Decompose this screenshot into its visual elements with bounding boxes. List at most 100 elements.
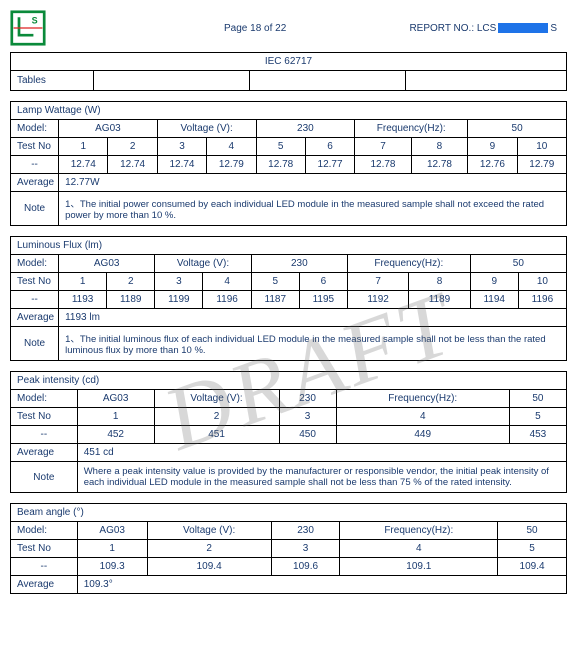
note-label: Note (11, 462, 78, 493)
test-col: 10 (517, 138, 566, 156)
flux-title: Luminous Flux (lm) (11, 237, 567, 255)
testno-label: Test No (11, 408, 78, 426)
voltage-label: Voltage (V): (154, 390, 279, 408)
beam-table: Beam angle (°) Model: AG03 Voltage (V): … (10, 503, 567, 594)
note-label: Note (11, 327, 59, 361)
test-col: 1 (77, 540, 147, 558)
freq-value: 50 (470, 255, 566, 273)
testno-label: Test No (11, 540, 78, 558)
val: 453 (509, 426, 566, 444)
row-label: -- (11, 426, 78, 444)
test-col: 10 (518, 273, 566, 291)
wattage-title: Lamp Wattage (W) (11, 102, 567, 120)
test-col: 5 (498, 540, 567, 558)
row-label: -- (11, 291, 59, 309)
val: 109.6 (271, 558, 340, 576)
avg-value: 451 cd (77, 444, 566, 462)
freq-label: Frequency(Hz): (340, 522, 498, 540)
avg-value: 12.77W (59, 174, 567, 192)
val: 1196 (518, 291, 566, 309)
avg-label: Average (11, 444, 78, 462)
test-col: 7 (347, 273, 408, 291)
val: 1189 (107, 291, 155, 309)
val: 12.79 (517, 156, 566, 174)
test-col: 8 (411, 138, 467, 156)
report-label: REPORT NO.: LCS (409, 23, 496, 34)
test-col: 2 (108, 138, 157, 156)
empty-cell (250, 71, 406, 91)
test-col: 5 (256, 138, 305, 156)
freq-value: 50 (509, 390, 566, 408)
peak-table: Peak intensity (cd) Model: AG03 Voltage … (10, 371, 567, 493)
tables-label: Tables (11, 71, 94, 91)
test-col: 4 (340, 540, 498, 558)
model-label: Model: (11, 120, 59, 138)
voltage-value: 230 (256, 120, 355, 138)
report-suffix: S (550, 23, 557, 34)
val: 12.78 (256, 156, 305, 174)
test-col: 5 (251, 273, 299, 291)
test-col: 6 (299, 273, 347, 291)
test-col: 3 (157, 138, 206, 156)
page-number: Page 18 of 22 (224, 23, 286, 34)
test-col: 3 (279, 408, 336, 426)
voltage-value: 230 (271, 522, 340, 540)
model-value: AG03 (77, 390, 154, 408)
val: 1196 (203, 291, 251, 309)
freq-label: Frequency(Hz): (336, 390, 509, 408)
val: 12.79 (207, 156, 256, 174)
val: 12.78 (411, 156, 467, 174)
voltage-label: Voltage (V): (147, 522, 271, 540)
testno-label: Test No (11, 138, 59, 156)
test-col: 4 (336, 408, 509, 426)
val: 12.77 (305, 156, 354, 174)
freq-label: Frequency(Hz): (347, 255, 470, 273)
model-label: Model: (11, 255, 59, 273)
freq-value: 50 (468, 120, 567, 138)
test-col: 2 (154, 408, 279, 426)
model-value: AG03 (77, 522, 147, 540)
val: 12.74 (108, 156, 157, 174)
val: 1189 (409, 291, 470, 309)
avg-label: Average (11, 576, 78, 594)
note-text: Where a peak intensity value is provided… (77, 462, 566, 493)
val: 1187 (251, 291, 299, 309)
test-col: 3 (271, 540, 340, 558)
test-col: 1 (77, 408, 154, 426)
voltage-label: Voltage (V): (157, 120, 256, 138)
val: 449 (336, 426, 509, 444)
svg-text:S: S (32, 16, 38, 26)
row-label: -- (11, 558, 78, 576)
test-col: 3 (155, 273, 203, 291)
peak-title: Peak intensity (cd) (11, 372, 567, 390)
voltage-value: 230 (251, 255, 347, 273)
beam-title: Beam angle (°) (11, 504, 567, 522)
test-col: 2 (107, 273, 155, 291)
test-col: 7 (355, 138, 411, 156)
test-col: 9 (470, 273, 518, 291)
val: 451 (154, 426, 279, 444)
model-label: Model: (11, 390, 78, 408)
avg-value: 109.3° (77, 576, 566, 594)
test-col: 4 (207, 138, 256, 156)
test-col: 5 (509, 408, 566, 426)
note-text: 1、The initial luminous flux of each indi… (59, 327, 567, 361)
flux-table: Luminous Flux (lm) Model: AG03 Voltage (… (10, 236, 567, 361)
val: 109.4 (147, 558, 271, 576)
val: 1195 (299, 291, 347, 309)
test-col: 8 (409, 273, 470, 291)
val: 1199 (155, 291, 203, 309)
freq-label: Frequency(Hz): (355, 120, 468, 138)
freq-value: 50 (498, 522, 567, 540)
val: 1192 (347, 291, 408, 309)
row-label: -- (11, 156, 59, 174)
model-label: Model: (11, 522, 78, 540)
note-text: 1、The initial power consumed by each ind… (59, 192, 567, 226)
val: 12.74 (59, 156, 108, 174)
val: 12.76 (468, 156, 517, 174)
test-col: 1 (59, 273, 107, 291)
val: 450 (279, 426, 336, 444)
val: 109.4 (498, 558, 567, 576)
test-col: 4 (203, 273, 251, 291)
wattage-table: Lamp Wattage (W) Model: AG03 Voltage (V)… (10, 101, 567, 226)
